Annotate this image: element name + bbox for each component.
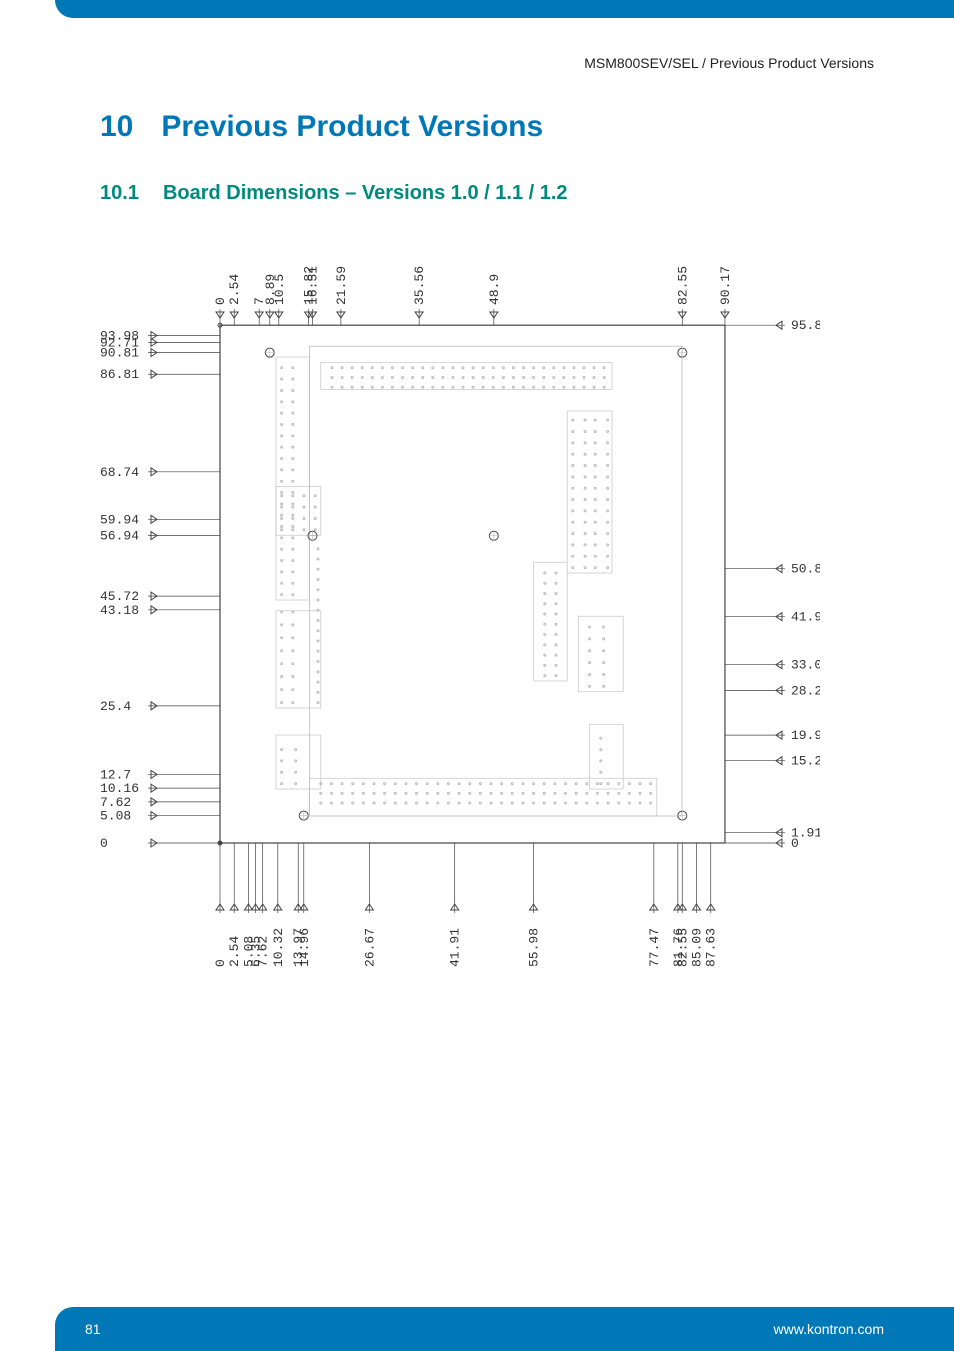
section-title: Board Dimensions – Versions 1.0 / 1.1 / …	[163, 182, 568, 205]
board-dimension-diagram: 93.9892.7190.8186.8168.7459.9456.9445.72…	[100, 253, 820, 993]
svg-text:95.89: 95.89	[791, 318, 820, 333]
svg-text:25.4: 25.4	[100, 699, 131, 714]
svg-text:87.63: 87.63	[704, 928, 719, 967]
svg-text:55.98: 55.98	[526, 928, 541, 967]
svg-text:35.56: 35.56	[412, 266, 427, 305]
top-accent-bar	[55, 0, 954, 18]
svg-text:0: 0	[100, 836, 108, 851]
svg-text:21.59: 21.59	[334, 266, 349, 305]
svg-text:41.91: 41.91	[791, 610, 820, 625]
svg-text:86.81: 86.81	[100, 367, 139, 382]
svg-text:68.74: 68.74	[100, 465, 139, 480]
page-content: 10 Previous Product Versions 10.1 Board …	[100, 110, 874, 993]
svg-text:82.55: 82.55	[675, 266, 690, 305]
svg-text:82.55: 82.55	[675, 928, 690, 967]
svg-text:90.81: 90.81	[100, 346, 139, 361]
svg-text:59.94: 59.94	[100, 512, 139, 527]
svg-text:7.62: 7.62	[256, 936, 271, 967]
svg-text:2.54: 2.54	[227, 274, 242, 305]
svg-text:14.96: 14.96	[297, 928, 312, 967]
chapter-number: 10	[100, 110, 133, 144]
svg-text:19.97: 19.97	[791, 728, 820, 743]
svg-text:85.09: 85.09	[690, 928, 705, 967]
section-heading: 10.1 Board Dimensions – Versions 1.0 / 1…	[100, 182, 874, 205]
svg-text:2.54: 2.54	[227, 936, 242, 967]
svg-text:15.24: 15.24	[791, 754, 820, 769]
svg-text:0: 0	[213, 297, 228, 305]
diagram-svg: 93.9892.7190.8186.8168.7459.9456.9445.72…	[100, 253, 820, 993]
svg-text:10.5: 10.5	[272, 274, 287, 305]
svg-text:77.47: 77.47	[647, 928, 662, 967]
footer-url: www.kontron.com	[774, 1321, 884, 1337]
svg-text:41.91: 41.91	[448, 928, 463, 967]
page-number: 81	[85, 1321, 101, 1337]
svg-text:0: 0	[213, 959, 228, 967]
svg-text:90.17: 90.17	[718, 266, 733, 305]
svg-text:50.8: 50.8	[791, 562, 820, 577]
breadcrumb: MSM800SEV/SEL / Previous Product Version…	[584, 55, 874, 71]
section-number: 10.1	[100, 182, 139, 205]
svg-text:16.51: 16.51	[305, 266, 320, 305]
chapter-heading: 10 Previous Product Versions	[100, 110, 874, 144]
svg-text:5.08: 5.08	[100, 809, 131, 824]
svg-text:28.26: 28.26	[791, 683, 820, 698]
svg-text:48.9: 48.9	[487, 274, 502, 305]
svg-text:26.67: 26.67	[362, 928, 377, 967]
svg-text:33.02: 33.02	[791, 658, 820, 673]
svg-text:56.94: 56.94	[100, 529, 139, 544]
svg-text:43.18: 43.18	[100, 603, 139, 618]
chapter-title: Previous Product Versions	[161, 110, 543, 144]
page-footer: 81 www.kontron.com	[55, 1307, 954, 1351]
svg-text:10.32: 10.32	[271, 928, 286, 967]
svg-text:0: 0	[791, 836, 799, 851]
